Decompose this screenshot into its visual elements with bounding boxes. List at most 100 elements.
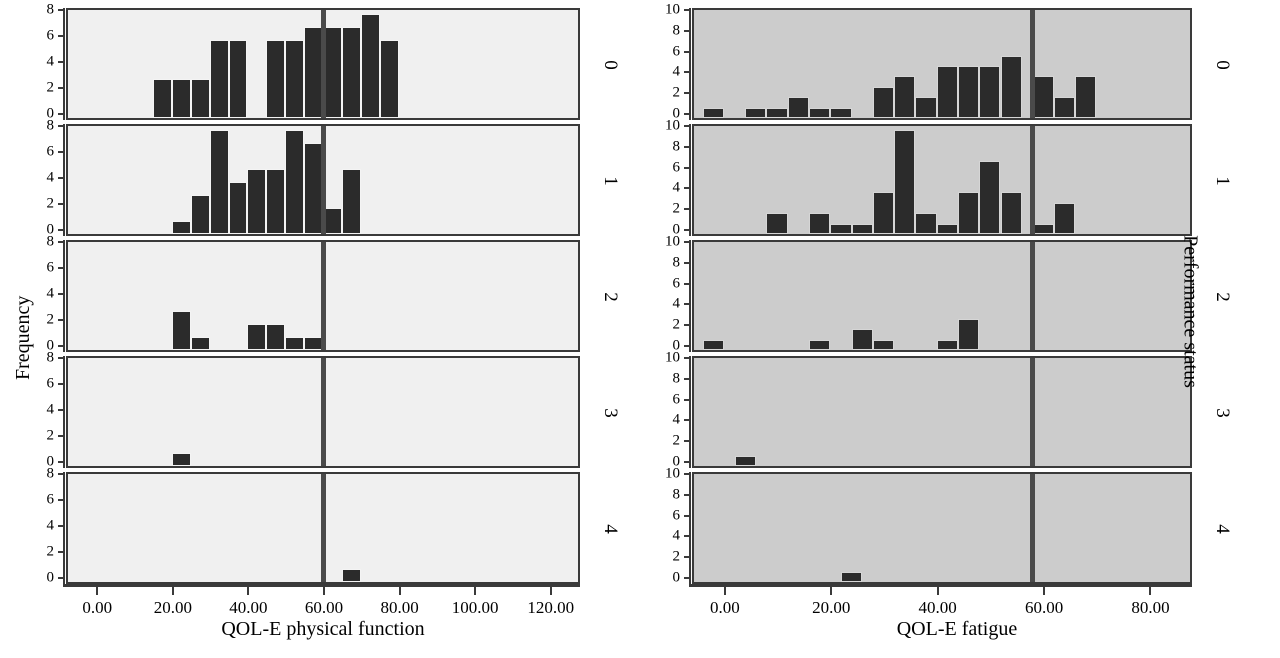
plot-area (68, 242, 578, 350)
y-tick-mark (58, 499, 64, 501)
y-tick-mark (684, 166, 690, 169)
x-tick-mark (549, 587, 552, 595)
y-tick-mark (684, 345, 690, 347)
y-tick-label: 6 (46, 143, 55, 160)
y-axis-line (63, 124, 65, 236)
plot-area (694, 126, 1190, 234)
reference-line (1030, 10, 1036, 118)
y-tick-label: 8 (46, 117, 55, 134)
x-tick-label: 80.00 (380, 598, 419, 617)
y-tick-mark (684, 187, 690, 190)
reference-line (321, 474, 326, 582)
histogram-bar (766, 107, 788, 118)
y-tick-label: 4 (672, 295, 681, 312)
plot-area (68, 126, 578, 234)
left-x-axis-title: QOL-E physical function (221, 618, 425, 640)
y-axis-line (689, 240, 691, 352)
histogram-bar (1000, 55, 1022, 118)
histogram-bar (152, 79, 172, 118)
y-tick-label: 6 (672, 275, 681, 292)
y-tick-mark (684, 282, 690, 285)
histogram-bar (1032, 223, 1054, 234)
histogram-bar (285, 40, 305, 118)
y-tick-mark (58, 461, 64, 463)
y-axis-line (63, 240, 65, 352)
histogram-bar (809, 213, 831, 234)
y-tick-label: 2 (46, 195, 55, 212)
y-tick-label: 0 (672, 105, 681, 122)
y-tick-label: 4 (672, 527, 681, 544)
histogram-bar (190, 337, 210, 350)
histogram-bar (936, 339, 958, 350)
y-tick-label: 8 (46, 233, 55, 250)
y-tick-label: 6 (672, 391, 681, 408)
y-tick-mark (58, 551, 64, 553)
histogram-bar (171, 221, 191, 234)
histogram-bar (247, 324, 267, 350)
right-histogram-figure: 0 2 4 6 8 10 0 0 2 4 6 8 10 1 0 2 4 6 8 10 2 0 2 4 6 8 10 3 0 2 4 6 8 10 4… (630, 0, 1280, 658)
y-tick-mark (684, 440, 690, 443)
right-facet-label-1: 1 (1212, 176, 1233, 186)
y-axis-line (689, 472, 691, 584)
right-facet-label-4: 4 (1212, 524, 1233, 534)
y-tick-label: 4 (46, 169, 55, 186)
right-facet-label-2: 2 (1212, 292, 1233, 302)
y-tick-label: 2 (46, 427, 55, 444)
y-tick-mark (684, 9, 690, 11)
y-tick-mark (684, 514, 690, 517)
reference-line (321, 358, 326, 466)
x-tick-mark (723, 587, 726, 595)
y-tick-mark (58, 125, 64, 127)
histogram-bar (851, 329, 873, 350)
left-facet-panel-2 (66, 240, 580, 352)
y-tick-mark (684, 461, 690, 463)
histogram-bar (190, 195, 210, 234)
y-tick-label: 0 (46, 105, 55, 122)
x-tick-label: 60.00 (1024, 598, 1064, 617)
reference-line (1030, 126, 1036, 234)
y-tick-label: 4 (672, 179, 681, 196)
y-tick-label: 6 (46, 259, 55, 276)
histogram-bar (872, 339, 895, 350)
y-tick-mark (58, 203, 64, 205)
y-tick-mark (684, 145, 690, 148)
right-facet-label-3: 3 (1212, 408, 1233, 418)
y-tick-mark (684, 208, 690, 211)
y-tick-mark (684, 50, 690, 53)
y-tick-mark (58, 177, 64, 179)
y-tick-mark (684, 241, 690, 243)
y-tick-mark (58, 293, 64, 295)
histogram-bar (190, 79, 210, 118)
histogram-bar (171, 311, 191, 350)
histogram-bar (285, 130, 305, 234)
y-tick-label: 0 (46, 221, 55, 238)
right-facet-panel-3 (692, 356, 1192, 468)
histogram-bar (979, 161, 1001, 234)
histogram-bar (1053, 202, 1075, 234)
left-facet-panel-0 (66, 8, 580, 120)
histogram-bar (341, 569, 361, 582)
y-tick-mark (684, 113, 690, 115)
y-tick-label: 10 (665, 1, 680, 18)
histogram-bar (341, 27, 361, 118)
x-tick-mark (247, 587, 250, 595)
y-tick-label: 0 (672, 337, 681, 354)
histogram-bar (745, 107, 767, 118)
plot-area (68, 358, 578, 466)
histogram-bar (936, 66, 958, 118)
y-tick-label: 2 (672, 316, 681, 333)
y-tick-label: 4 (46, 53, 55, 70)
left-facet-panel-4 (66, 472, 580, 584)
histogram-bar (1032, 76, 1054, 118)
y-tick-label: 2 (46, 311, 55, 328)
y-tick-label: 6 (46, 491, 55, 508)
reference-line (1030, 242, 1036, 350)
x-tick-mark (1149, 587, 1152, 595)
y-tick-label: 8 (672, 22, 681, 39)
right-facet-panel-0 (692, 8, 1192, 120)
histogram-bar (957, 66, 980, 118)
x-tick-mark (398, 587, 401, 595)
left-facet-label-2: 2 (600, 292, 621, 302)
histogram-bar (1074, 76, 1097, 118)
histogram-bar (266, 40, 286, 118)
